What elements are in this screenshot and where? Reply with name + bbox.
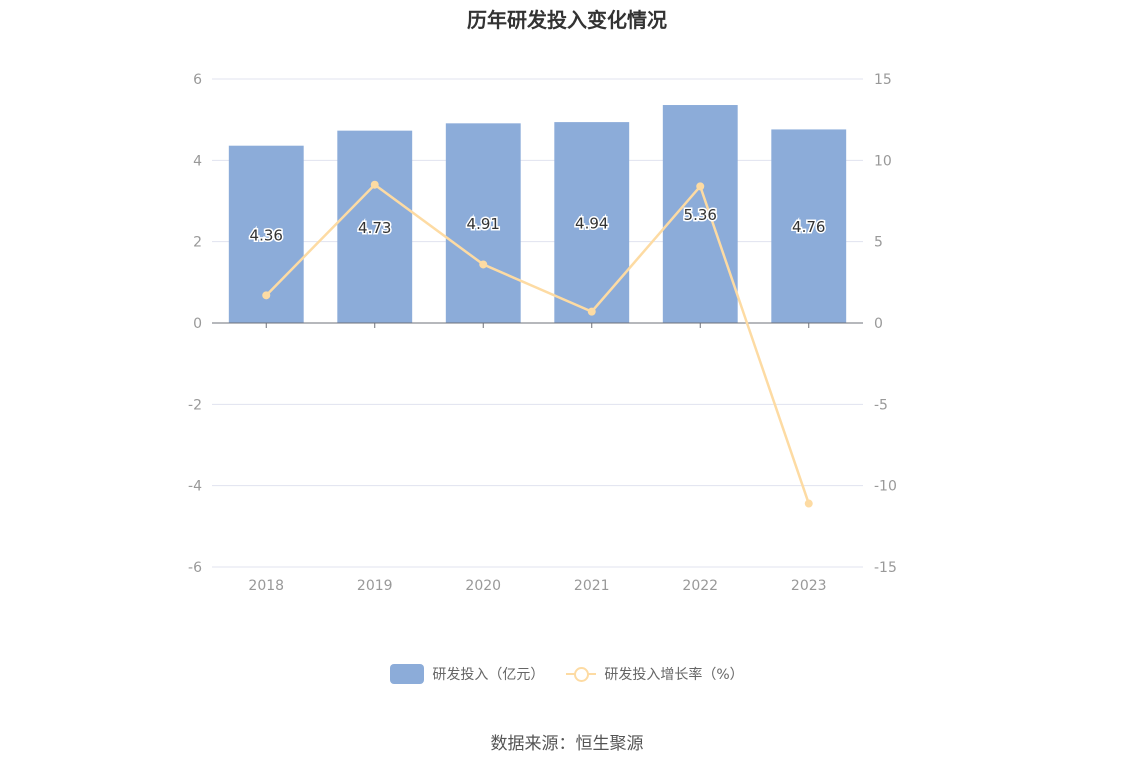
x-tick-label: 2018 <box>248 578 284 594</box>
line-point <box>587 307 596 316</box>
legend-line-swatch <box>566 664 597 684</box>
y-left-tick-label: 2 <box>193 235 202 251</box>
x-tick-label: 2021 <box>574 578 610 594</box>
y-left-tick-label: 4 <box>193 153 202 169</box>
legend: 研发投入（亿元） 研发投入增长率（%） <box>0 664 1134 684</box>
axes: -6 -15 -4 -10 -2 -5 0 0 2 5 4 10 6 15 2018 2019 2020 2021… <box>188 72 897 594</box>
legend-label-bar: 研发投入（亿元） <box>432 667 545 683</box>
legend-label-line: 研发投入增长率（%） <box>604 667 744 683</box>
y-left-tick-label: -4 <box>188 479 202 495</box>
line-point <box>262 291 271 300</box>
line-point <box>479 260 488 269</box>
x-tick-label: 2022 <box>682 578 718 594</box>
y-right-tick-label: 15 <box>874 72 892 88</box>
legend-item-line[interactable]: 研发投入增长率（%） <box>566 664 744 684</box>
y-left-tick-label: 0 <box>193 316 202 332</box>
legend-item-bar[interactable]: 研发投入（亿元） <box>390 664 544 684</box>
y-right-tick-label: -15 <box>874 560 897 576</box>
y-right-tick-label: 0 <box>874 316 883 332</box>
line-series <box>262 180 813 508</box>
line-point <box>804 499 813 508</box>
bar <box>337 130 413 323</box>
bar-value-label: 4.36 <box>250 226 283 244</box>
bar-value-label: 4.94 <box>575 215 608 233</box>
chart-title: 历年研发投入变化情况 <box>467 8 667 32</box>
bar-value-label: 4.76 <box>792 218 825 236</box>
line-point <box>370 180 379 189</box>
line-point <box>696 182 705 191</box>
line-path <box>265 183 810 504</box>
x-tick-label: 2023 <box>791 578 827 594</box>
bar-value-label: 4.91 <box>467 215 500 233</box>
source-note: 数据来源：恒生聚源 <box>490 734 644 754</box>
bar-value-label: 4.73 <box>358 219 391 237</box>
bar <box>554 122 630 324</box>
y-right-tick-label: 5 <box>874 235 883 251</box>
bar <box>771 129 847 323</box>
y-right-tick-label: -5 <box>874 397 888 413</box>
bar-value-label: 5.36 <box>684 206 717 224</box>
y-left-tick-label: -2 <box>188 397 202 413</box>
y-right-tick-label: -10 <box>874 479 897 495</box>
y-left-tick-label: -6 <box>188 560 202 576</box>
bar <box>445 123 521 324</box>
data-labels: 4.36 4.73 4.91 4.94 5.36 4.76 <box>248 205 827 246</box>
x-tick-label: 2020 <box>465 578 501 594</box>
bar-series <box>228 105 847 324</box>
y-right-tick-label: 10 <box>874 153 892 169</box>
legend-bar-swatch <box>390 664 425 684</box>
y-left-tick-label: 6 <box>193 72 202 88</box>
x-tick-label: 2019 <box>357 578 393 594</box>
